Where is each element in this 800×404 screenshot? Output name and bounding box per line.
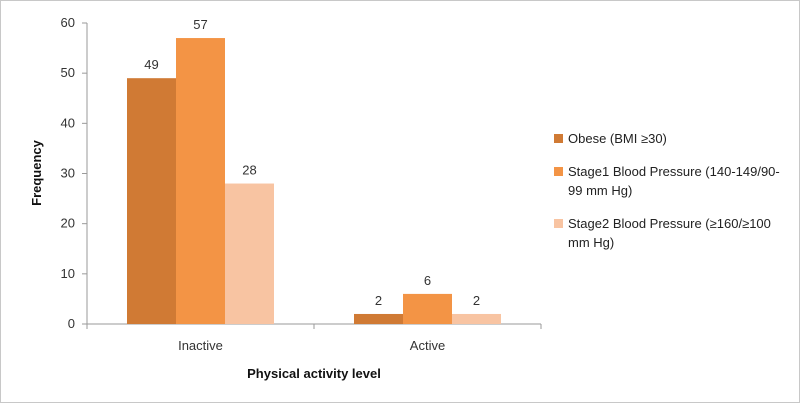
x-tick-label: Inactive — [178, 338, 223, 353]
bar-stage1-active — [403, 293, 452, 324]
legend-label-obese: Obese (BMI ≥30) — [568, 131, 667, 146]
bar-stage2-inactive — [225, 183, 274, 324]
bars-group — [127, 38, 501, 325]
legend-swatch-obese — [554, 134, 563, 143]
legend-swatch-stage1 — [554, 167, 563, 176]
data-label-stage1-inactive: 57 — [193, 17, 207, 32]
legend-item-obese: Obese (BMI ≥30) — [554, 129, 794, 148]
bar-obese-active — [354, 313, 403, 324]
data-label-stage2-active: 2 — [473, 293, 480, 308]
y-tick-label: 0 — [68, 316, 75, 331]
x-axis-title: Physical activity level — [247, 366, 381, 381]
y-axis-ticks: 0 10 20 30 40 50 60 — [61, 15, 87, 331]
legend-label-stage2: Stage2 Blood Pressure (≥160/≥100 mm Hg) — [568, 216, 771, 250]
bar-obese-inactive — [127, 78, 176, 324]
bar-stage1-inactive — [176, 38, 225, 325]
bar-stage2-active — [452, 313, 501, 324]
y-tick-label: 60 — [61, 15, 75, 30]
legend-swatch-stage2 — [554, 219, 563, 228]
y-tick-label: 20 — [61, 216, 75, 231]
y-tick-label: 10 — [61, 266, 75, 281]
y-tick-label: 40 — [61, 115, 75, 130]
x-axis-ticks: Inactive Active — [86, 324, 542, 353]
y-axis-title: Frequency — [29, 139, 44, 206]
y-tick-label: 50 — [61, 65, 75, 80]
x-tick-label: Active — [410, 338, 445, 353]
legend-label-stage1: Stage1 Blood Pressure (140-149/90-99 mm … — [568, 164, 780, 198]
y-tick-label: 30 — [61, 166, 75, 181]
legend-item-stage2: Stage2 Blood Pressure (≥160/≥100 mm Hg) — [554, 214, 794, 252]
legend: Obese (BMI ≥30) Stage1 Blood Pressure (1… — [554, 129, 794, 266]
data-label-stage2-inactive: 28 — [242, 163, 256, 178]
data-label-obese-active: 2 — [375, 293, 382, 308]
legend-item-stage1: Stage1 Blood Pressure (140-149/90-99 mm … — [554, 162, 794, 200]
data-label-stage1-active: 6 — [424, 273, 431, 288]
data-labels-group: 49 57 28 2 6 2 — [144, 17, 480, 308]
data-label-obese-inactive: 49 — [144, 57, 158, 72]
